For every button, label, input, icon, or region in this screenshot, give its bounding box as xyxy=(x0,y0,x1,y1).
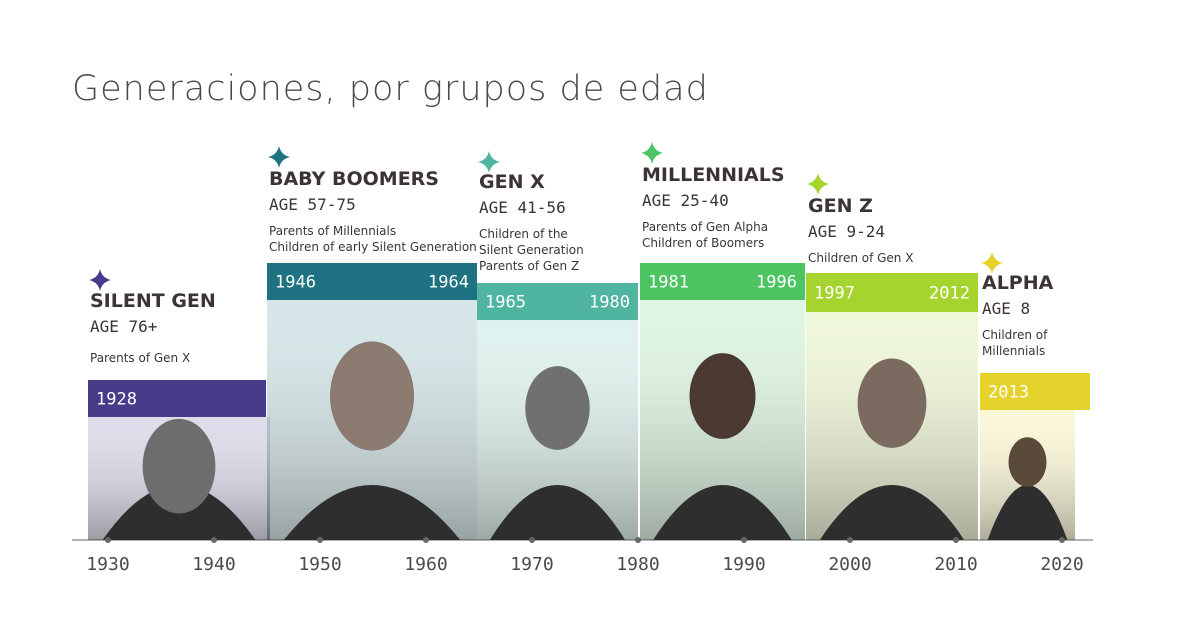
start-year: 1981 xyxy=(648,273,689,293)
generation-description: Parents of Gen X xyxy=(90,351,190,365)
generation-description: Millennials xyxy=(982,344,1045,358)
year-band xyxy=(88,380,266,417)
generation-age: AGE 41-56 xyxy=(479,198,566,217)
generation-description: Children of Boomers xyxy=(642,236,764,250)
axis-dot xyxy=(635,537,641,543)
year-band xyxy=(477,283,638,320)
generation-age: AGE 76+ xyxy=(90,317,157,336)
generation-description: Children of early Silent Generation xyxy=(269,240,477,254)
year-band xyxy=(980,373,1090,410)
generation-name: SILENT GEN xyxy=(90,290,216,312)
end-year: 1980 xyxy=(589,293,630,313)
person-head xyxy=(857,358,927,448)
person-body xyxy=(283,485,461,540)
start-year: 2013 xyxy=(988,383,1029,403)
year-band xyxy=(806,273,978,312)
generation-name: GEN X xyxy=(479,171,545,193)
end-year: 1964 xyxy=(428,273,469,293)
title: Generaciones, por grupos de edad xyxy=(72,69,709,109)
generation-icon xyxy=(807,173,829,195)
generation-age: AGE 9-24 xyxy=(808,222,885,241)
axis-label: 1930 xyxy=(86,554,129,575)
person-body xyxy=(489,485,626,540)
generation-description: Children of the xyxy=(479,227,568,241)
generation-description: Silent Generation xyxy=(479,243,584,257)
axis-label: 1980 xyxy=(616,554,659,575)
generation-icon xyxy=(268,146,290,168)
generation-description: Parents of Gen Alpha xyxy=(642,220,768,234)
generation-age: AGE 25-40 xyxy=(642,191,729,210)
generation-icon xyxy=(981,252,1003,274)
axis-label: 1960 xyxy=(404,554,447,575)
person-body xyxy=(819,485,965,540)
start-year: 1997 xyxy=(814,284,855,304)
person-body xyxy=(653,485,792,540)
generation-description: Children of xyxy=(982,328,1048,342)
person-head xyxy=(142,418,216,514)
axis-label: 1970 xyxy=(510,554,553,575)
generation-icon xyxy=(641,142,663,164)
axis-label: 1940 xyxy=(192,554,235,575)
generation-description: Parents of Gen Z xyxy=(479,259,579,273)
person-head xyxy=(525,366,590,450)
axis-dot xyxy=(423,537,429,543)
generation-description: Children of Gen X xyxy=(808,251,913,265)
person-head xyxy=(1008,437,1047,487)
generation-icon xyxy=(478,151,500,173)
generation-icon xyxy=(89,269,111,291)
generation-name: MILLENNIALS xyxy=(642,164,785,186)
axis-dot xyxy=(211,537,217,543)
person-head xyxy=(330,341,414,451)
person-head xyxy=(689,353,756,439)
person-body xyxy=(987,485,1068,540)
start-year: 1946 xyxy=(275,273,316,293)
start-year: 1928 xyxy=(96,390,137,410)
axis-dot xyxy=(317,537,323,543)
year-band xyxy=(267,263,477,300)
generation-description: Parents of Millennials xyxy=(269,224,396,238)
generation-name: ALPHA xyxy=(982,272,1054,294)
axis-dot xyxy=(847,537,853,543)
axis-dot xyxy=(105,537,111,543)
end-year: 1996 xyxy=(756,273,797,293)
end-year: 2012 xyxy=(929,284,970,304)
axis-dot xyxy=(529,537,535,543)
axis-dot xyxy=(741,537,747,543)
generation-name: GEN Z xyxy=(808,195,873,217)
axis-label: 1990 xyxy=(722,554,765,575)
axis-dot xyxy=(953,537,959,543)
generation-age: AGE 8 xyxy=(982,299,1030,318)
start-year: 1965 xyxy=(485,293,526,313)
axis-label: 1950 xyxy=(298,554,341,575)
generation-name: BABY BOOMERS xyxy=(269,168,439,190)
axis-label: 2000 xyxy=(828,554,871,575)
year-band xyxy=(640,263,805,300)
axis-label: 2020 xyxy=(1040,554,1083,575)
axis-label: 2010 xyxy=(934,554,977,575)
generation-age: AGE 57-75 xyxy=(269,195,356,214)
axis-dot xyxy=(1059,537,1065,543)
